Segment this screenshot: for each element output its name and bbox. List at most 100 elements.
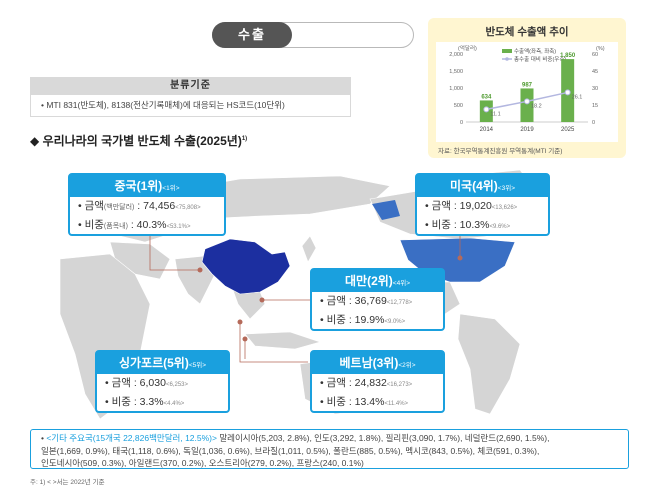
- mini-chart-plot: (억달러) (%) 수출액(좌측, 좌축) 총수출 대비 비중(우축) 2,00…: [436, 42, 618, 142]
- other-countries-notes: • <기타 주요국(15개국 22,826백만달러, 12.5%)> 말레이시아…: [30, 429, 629, 469]
- usa-marker: [457, 255, 463, 261]
- vietnam-marker: [237, 319, 243, 325]
- china-land: [201, 238, 291, 295]
- card-vietnam-prev-rank: <2위>: [398, 362, 416, 369]
- card-taiwan-share-prev: <9.0%>: [384, 319, 406, 325]
- card-taiwan-amount-prev: <12,778>: [386, 300, 413, 306]
- notes-highlight: <기타 주요국: [46, 433, 93, 443]
- card-taiwan-share: • 비중 : 19.9%<9.0%>: [320, 314, 406, 326]
- mini-chart-svg: (억달러) (%) 수출액(좌측, 좌축) 총수출 대비 비중(우축) 2,00…: [449, 44, 605, 133]
- card-taiwan-prev-rank: <4위>: [392, 280, 410, 287]
- left-tick-label: 500: [454, 103, 463, 109]
- card-taiwan-share-value: : 19.9%: [348, 314, 385, 326]
- section-title: ◆ 우리나라의 국가별 반도체 수출(2025년)1): [30, 132, 247, 149]
- left-tick-label: 2,000: [449, 52, 463, 58]
- card-china-amount-value: : 74,456: [137, 200, 176, 212]
- legend-line-marker: [505, 57, 509, 61]
- bar-label-2014: 634: [481, 94, 492, 100]
- section-toggle: 수출: [212, 22, 414, 48]
- right-tick-label: 15: [592, 103, 598, 109]
- card-china-share-prev: <53.1%>: [166, 224, 191, 230]
- legend-bar-label: 수출액(좌측, 좌축): [514, 47, 556, 55]
- card-singapore-title: 싱가포르(5위)<5위>: [97, 352, 228, 374]
- card-vietnam-title: 베트남(3위)<2위>: [312, 352, 443, 374]
- card-usa: 미국(4위)<3위> • 금액 : 19,020<13,626> • 비중 : …: [415, 173, 550, 236]
- section-title-text: ◆ 우리나라의 국가별 반도체 수출(2025년): [30, 134, 242, 148]
- card-china-name: 중국(1위): [114, 179, 163, 193]
- notes-bullet: •: [41, 433, 47, 443]
- card-usa-prev-rank: <3위>: [497, 185, 515, 192]
- left-tick-label: 1,000: [449, 86, 463, 92]
- card-usa-amount-label: 금액: [431, 200, 451, 212]
- legend-line-label: 총수출 대비 비중(우축): [514, 55, 566, 63]
- left-tick-label: 0: [460, 120, 463, 126]
- mini-chart-bars: 634 987 1,850: [479, 53, 576, 122]
- mini-chart-title: 반도체 수출액 추이: [485, 26, 569, 38]
- south-america-land: [457, 313, 521, 415]
- card-taiwan-name: 대만(2위): [345, 274, 393, 288]
- card-china-amount-label: 금액: [84, 200, 104, 212]
- right-unit: (%): [596, 46, 605, 52]
- bar-label-2019: 987: [522, 82, 533, 88]
- card-usa-share-value: : 10.3%: [453, 219, 490, 231]
- card-china-amount-prev: <75,808>: [175, 205, 201, 211]
- mini-chart-line: 11.1 18.2 26.1: [483, 89, 583, 117]
- card-usa-amount: • 금액 : 19,020<13,626>: [425, 200, 518, 212]
- card-china-amount: • 금액(백만달러) : 74,456<75,808>: [78, 200, 201, 212]
- taiwan-marker: [259, 297, 265, 303]
- card-vietnam-share-label: 비중: [326, 396, 346, 408]
- card-taiwan-amount: • 금액 : 36,769<12,778>: [320, 295, 413, 307]
- card-china-share-value: : 40.3%: [130, 219, 167, 231]
- alaska-land: [372, 200, 400, 220]
- card-vietnam-share: • 비중 : 13.4%<11.4%>: [320, 396, 409, 408]
- card-usa-share: • 비중 : 10.3%<9.6%>: [425, 219, 511, 231]
- card-china: 중국(1위)<1위> • 금액(백만달러) : 74,456<75,808> •…: [68, 173, 226, 236]
- card-singapore-amount-label: 금액: [111, 377, 131, 389]
- card-singapore-amount-value: : 6,030: [133, 377, 166, 389]
- classification-title: 분류기준: [30, 77, 351, 95]
- card-taiwan-title: 대만(2위)<4위>: [312, 270, 443, 292]
- card-usa-title: 미국(4위)<3위>: [417, 175, 548, 197]
- card-china-title: 중국(1위)<1위>: [70, 175, 224, 197]
- card-usa-amount-value: : 19,020: [453, 200, 492, 212]
- card-singapore-name: 싱가포르(5위): [118, 356, 189, 370]
- share-label-2014: 11.1: [490, 111, 500, 117]
- card-china-amount-unit: (백만달러): [103, 204, 135, 211]
- share-label-2025: 26.1: [572, 94, 583, 100]
- card-singapore-share-prev: <4.4%>: [163, 401, 185, 407]
- card-singapore-prev-rank: <5위>: [188, 362, 207, 369]
- card-usa-share-label: 비중: [431, 219, 451, 231]
- card-singapore-share-value: : 3.3%: [133, 396, 164, 408]
- share-point-2019: [524, 98, 530, 105]
- share-point-2025: [564, 89, 571, 96]
- japan-land: [301, 235, 317, 263]
- card-taiwan-share-label: 비중: [326, 314, 346, 326]
- card-vietnam: 베트남(3위)<2위> • 금액 : 24,832<16,273> • 비중 :…: [310, 350, 445, 413]
- notes-line-1-text: 말레이시아(5,203, 2.8%), 인도(3,292, 1.8%), 필리핀…: [216, 433, 550, 443]
- bar-label-2025: 1,850: [560, 53, 576, 59]
- card-taiwan: 대만(2위)<4위> • 금액 : 36,769<12,778> • 비중 : …: [310, 268, 445, 331]
- card-vietnam-amount-prev: <16,273>: [386, 382, 413, 388]
- bar-2019: [520, 88, 534, 122]
- card-vietnam-name: 베트남(3위): [339, 356, 399, 370]
- left-unit: (억달러): [458, 44, 477, 52]
- export-pill[interactable]: 수출: [212, 22, 292, 48]
- x-tick-label: 2025: [561, 127, 575, 133]
- card-singapore-share-label: 비중: [111, 396, 131, 408]
- notes-line-1: • <기타 주요국(15개국 22,826백만달러, 12.5%)> 말레이시아…: [41, 432, 622, 445]
- mini-chart-source: 자료: 한국무역통계진흥원 무역통계(MTI 기준): [438, 148, 563, 155]
- card-taiwan-amount-label: 금액: [326, 295, 346, 307]
- share-label-2019: 18.2: [531, 103, 542, 109]
- right-tick-label: 30: [592, 86, 598, 92]
- card-usa-name: 미국(4위): [450, 179, 498, 193]
- card-vietnam-share-value: : 13.4%: [348, 396, 385, 408]
- notes-line-2: 일본(1,669, 0.9%), 태국(1,118, 0.6%), 독일(1,0…: [41, 445, 540, 456]
- china-marker: [197, 267, 203, 273]
- card-singapore-amount-prev: <6,253>: [165, 382, 188, 388]
- section-title-sup: 1): [241, 136, 248, 142]
- footnote: 주: 1) < >서는 2022년 기준: [30, 479, 105, 486]
- card-china-prev-rank: <1위>: [162, 185, 180, 192]
- left-tick-label: 1,500: [449, 69, 463, 75]
- x-tick-label: 2019: [520, 127, 534, 133]
- right-tick-label: 45: [592, 69, 598, 75]
